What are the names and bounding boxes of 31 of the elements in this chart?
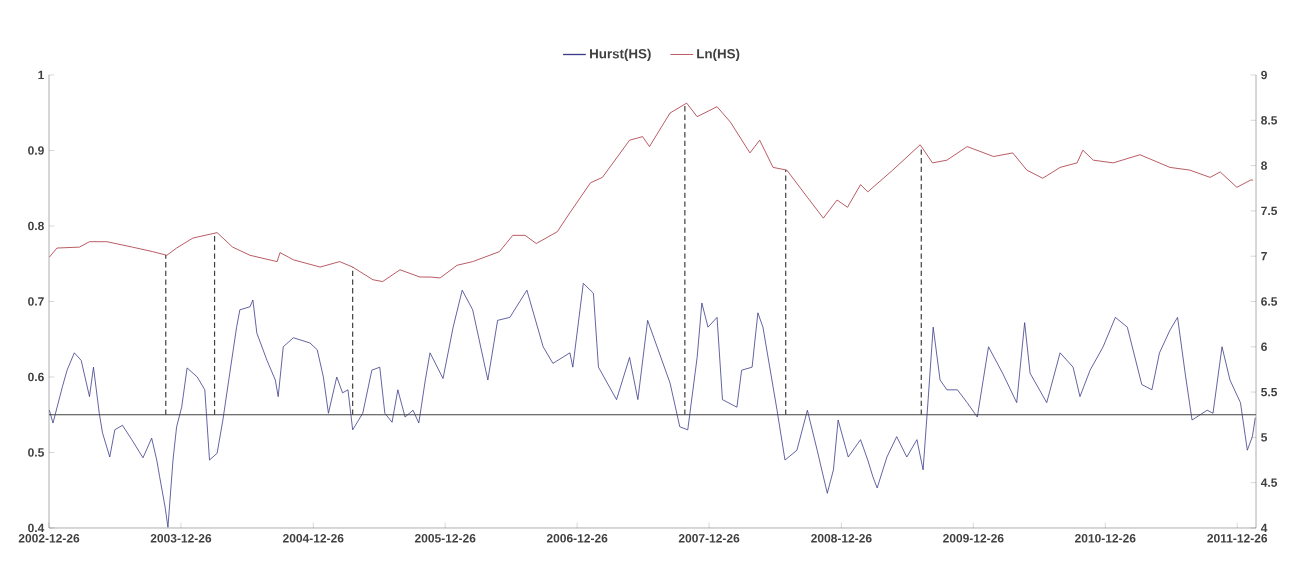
y-tick-label: 0.8 xyxy=(28,221,44,231)
y-tick-label: 0.9 xyxy=(28,146,44,155)
y-tick-label: 0.4 xyxy=(28,523,45,533)
x-tick-label: 2010-12-26 xyxy=(1074,534,1136,543)
y2-tick-label: 9 xyxy=(1261,70,1267,80)
line-series xyxy=(49,102,1254,282)
x-tick-label: 2006-12-26 xyxy=(546,534,608,543)
y2-tick-label: 8.5 xyxy=(1261,116,1278,125)
x-tick-label: 2011-12-26 xyxy=(1207,534,1268,543)
y2-tick-label: 5 xyxy=(1261,433,1268,442)
x-tick-label: 2007-12-26 xyxy=(678,534,740,543)
legend-label: Hurst(HS) xyxy=(590,48,651,62)
y-tick-label: 0.6 xyxy=(28,372,44,382)
y2-tick-label: 7 xyxy=(1261,252,1267,261)
x-tick-label: 2005-12-26 xyxy=(414,534,476,543)
y-tick-label: 0.5 xyxy=(28,448,44,457)
y2-tick-label: 6 xyxy=(1261,342,1267,352)
x-tick-label: 2008-12-26 xyxy=(811,534,872,543)
y2-tick-label: 4.5 xyxy=(1260,478,1278,487)
y2-tick-label: 4 xyxy=(1260,523,1268,533)
y2-tick-label: 7.5 xyxy=(1261,206,1278,216)
y2-tick-label: 8 xyxy=(1261,161,1268,170)
y2-tick-label: 5.5 xyxy=(1261,387,1278,397)
x-tick-label: 2009-12-26 xyxy=(943,534,1004,543)
legend-label: Ln(HS) xyxy=(697,48,740,62)
x-tick-label: 2002-12-26 xyxy=(18,534,80,543)
y-tick-label: 1 xyxy=(38,70,44,80)
x-tick-label: 2003-12-26 xyxy=(150,534,212,543)
x-tick-label: 2004-12-26 xyxy=(282,534,344,543)
y-tick-label: 0.7 xyxy=(28,297,44,306)
y2-tick-label: 6.5 xyxy=(1261,297,1278,306)
